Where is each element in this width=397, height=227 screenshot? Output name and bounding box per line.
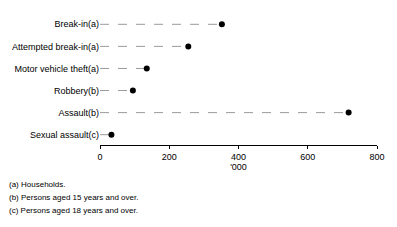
svg-text:Robbery(b): Robbery(b) [54,86,99,96]
svg-text:(a) Households.: (a) Households. [9,180,65,189]
svg-text:0: 0 [97,152,102,162]
svg-text:Attempted break-in(a): Attempted break-in(a) [12,42,99,52]
svg-text:Break-in(a): Break-in(a) [54,19,99,29]
svg-text:'000: '000 [230,162,247,172]
svg-text:Motor vehicle theft(a): Motor vehicle theft(a) [14,64,99,74]
svg-text:800: 800 [369,152,384,162]
svg-text:(b) Persons aged 15 years and: (b) Persons aged 15 years and over. [9,193,138,202]
svg-text:400: 400 [231,152,246,162]
svg-text:Assault(b): Assault(b) [58,108,99,118]
svg-text:Sexual assault(c): Sexual assault(c) [30,130,99,140]
svg-text:600: 600 [300,152,315,162]
svg-text:200: 200 [162,152,177,162]
svg-text:(c) Persons aged 18 years and: (c) Persons aged 18 years and over. [9,206,138,215]
